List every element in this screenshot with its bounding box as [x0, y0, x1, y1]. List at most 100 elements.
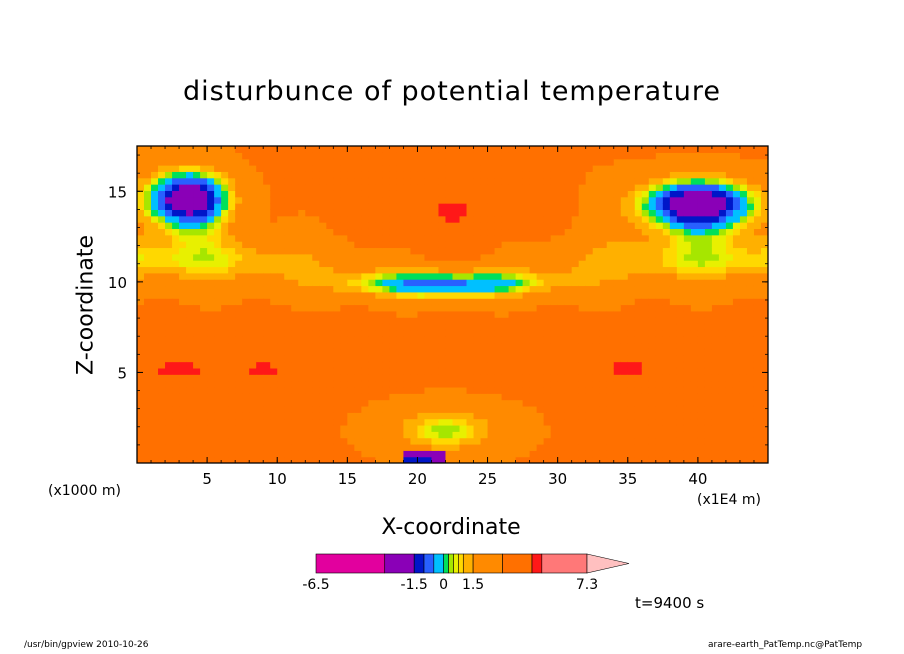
- field-cell: [263, 323, 271, 331]
- field-cell: [578, 450, 587, 458]
- field-cell: [613, 190, 622, 198]
- field-cell: [620, 234, 629, 242]
- field-cell: [550, 329, 559, 337]
- field-cell: [193, 348, 201, 356]
- field-cell: [606, 380, 615, 388]
- field-cell: [564, 405, 573, 413]
- field-cell: [200, 165, 208, 172]
- field-cell: [319, 418, 327, 426]
- field-cell: [305, 285, 313, 293]
- field-cell: [319, 165, 327, 172]
- field-cell: [249, 298, 257, 306]
- field-cell: [557, 272, 566, 280]
- field-cell: [459, 234, 468, 242]
- field-cell: [550, 279, 559, 287]
- field-cell: [578, 437, 587, 445]
- field-cell: [235, 196, 243, 204]
- field-cell: [466, 399, 475, 407]
- field-cell: [578, 215, 587, 223]
- field-cell: [466, 386, 475, 394]
- field-cell: [669, 222, 678, 230]
- field-cell: [172, 348, 180, 356]
- field-cell: [242, 241, 250, 249]
- field-cell: [284, 234, 292, 242]
- field-cell: [375, 336, 383, 344]
- field-cell: [361, 209, 369, 217]
- field-cell: [158, 399, 166, 407]
- field-cell: [347, 247, 355, 255]
- field-cell: [263, 431, 271, 439]
- field-cell: [284, 456, 292, 463]
- field-cell: [669, 405, 678, 413]
- field-cell: [375, 348, 383, 356]
- field-cell: [466, 171, 475, 179]
- field-cell: [158, 348, 166, 356]
- field-cell: [431, 386, 440, 394]
- field-cell: [228, 399, 236, 407]
- field-cell: [228, 386, 236, 394]
- field-cell: [375, 177, 383, 185]
- field-cell: [606, 266, 615, 274]
- field-cell: [473, 241, 482, 249]
- field-cell: [298, 209, 306, 217]
- field-cell: [256, 367, 264, 375]
- y-tick-label: 10: [108, 274, 127, 292]
- field-cell: [627, 317, 636, 325]
- field-cell: [529, 266, 538, 274]
- field-cell: [564, 348, 573, 356]
- field-cell: [529, 437, 538, 445]
- field-cell: [396, 152, 405, 160]
- field-cell: [760, 456, 768, 463]
- field-cell: [725, 323, 734, 331]
- field-cell: [158, 285, 166, 293]
- field-cell: [662, 456, 671, 463]
- field-cell: [151, 323, 159, 331]
- field-cell: [522, 380, 531, 388]
- field-cell: [704, 399, 713, 407]
- field-cell: [613, 177, 622, 185]
- colorbar-segment: [458, 553, 464, 574]
- field-cell: [473, 342, 482, 350]
- field-cell: [172, 253, 180, 261]
- field-cell: [249, 380, 257, 388]
- field-cell: [648, 222, 657, 230]
- field-cell: [438, 437, 447, 445]
- field-cell: [655, 228, 664, 236]
- field-cell: [438, 253, 447, 261]
- field-cell: [459, 310, 468, 318]
- field-cell: [193, 222, 201, 230]
- field-cell: [417, 158, 426, 166]
- field-cell: [662, 203, 671, 210]
- field-cell: [676, 266, 685, 274]
- field-cell: [683, 342, 692, 350]
- field-cell: [529, 450, 538, 458]
- field-cell: [361, 152, 369, 160]
- field-cell: [445, 215, 454, 223]
- field-cell: [648, 196, 657, 204]
- field-cell: [746, 336, 755, 344]
- field-cell: [326, 285, 334, 293]
- field-cell: [396, 348, 405, 356]
- field-cell: [452, 355, 461, 363]
- field-cell: [361, 241, 369, 249]
- field-cell: [557, 209, 566, 217]
- field-cell: [284, 361, 292, 369]
- field-cell: [326, 253, 334, 261]
- field-cell: [354, 260, 362, 268]
- field-cell: [557, 399, 566, 407]
- field-cell: [725, 298, 734, 306]
- field-cell: [277, 266, 285, 274]
- field-cell: [235, 418, 243, 426]
- field-cell: [732, 272, 741, 280]
- field-cell: [613, 310, 622, 318]
- field-cell: [522, 405, 531, 413]
- field-cell: [466, 304, 475, 312]
- field-cell: [620, 317, 629, 325]
- field-cell: [319, 348, 327, 356]
- field-cell: [452, 146, 461, 153]
- field-cell: [186, 234, 194, 242]
- field-cell: [753, 437, 762, 445]
- field-cell: [158, 298, 166, 306]
- field-cell: [235, 241, 243, 249]
- field-cell: [242, 196, 250, 204]
